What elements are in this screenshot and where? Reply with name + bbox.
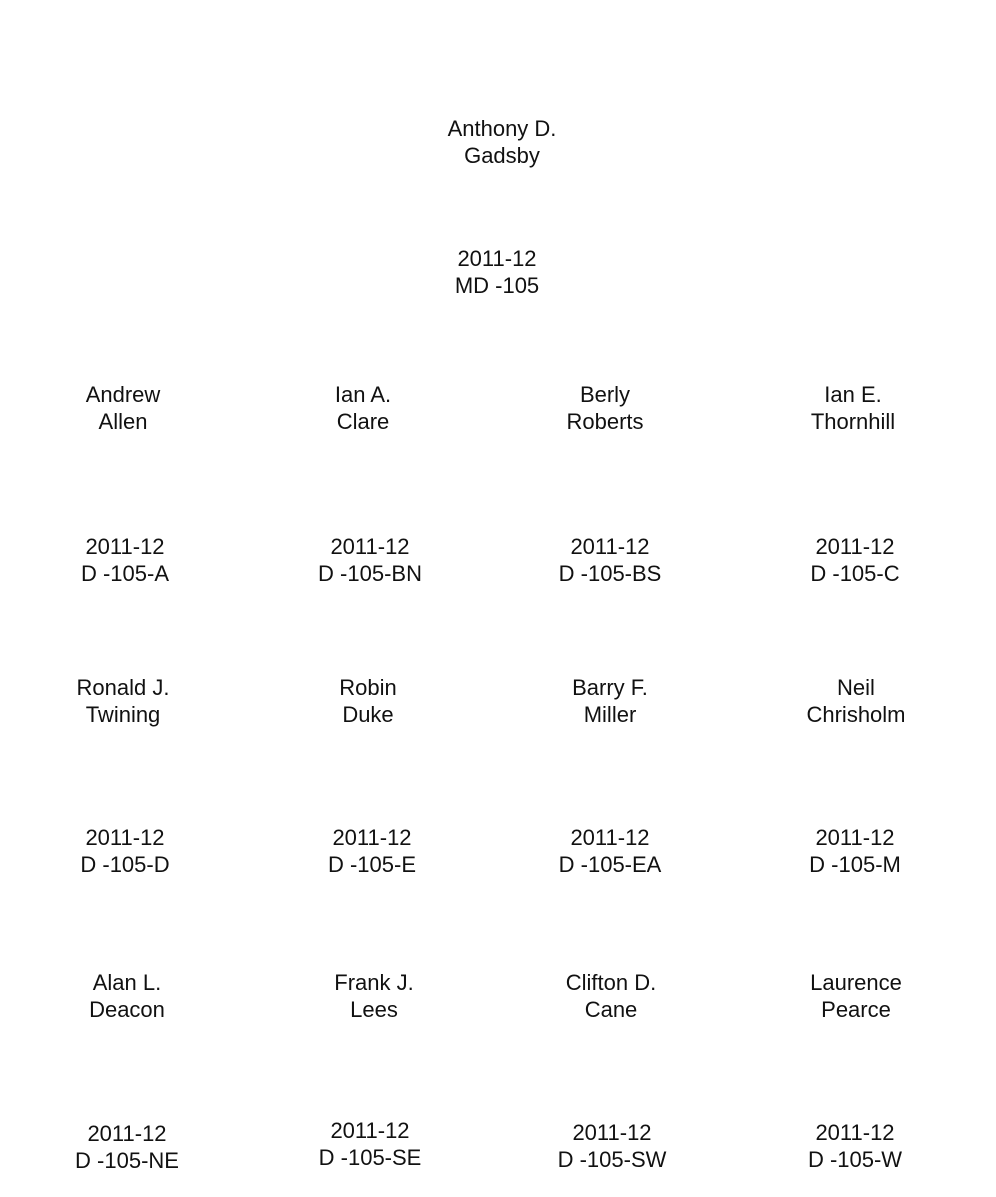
last-name: Twining: [85, 702, 161, 727]
entry-code: 2011-12 D -105-NE: [17, 1120, 237, 1174]
entry-name: Frank J. Lees: [264, 969, 484, 1023]
year: 2011-12: [330, 534, 410, 559]
designation: D -105-EA: [558, 852, 662, 877]
designation: D -105-BN: [318, 561, 422, 586]
first-name: Robin: [339, 675, 397, 700]
last-name: Pearce: [821, 997, 891, 1022]
header-code: 2011-12 MD -105: [387, 245, 607, 299]
first-name: Clifton D.: [565, 970, 657, 995]
entry-name: Ian A. Clare: [253, 381, 473, 435]
entry-name: Neil Chrisholm: [746, 674, 966, 728]
designation: D -105-BS: [558, 561, 662, 586]
year: 2011-12: [572, 1120, 652, 1145]
designation: MD -105: [454, 273, 540, 298]
entry-name: Ian E. Thornhill: [743, 381, 963, 435]
entry-name: Robin Duke: [258, 674, 478, 728]
first-name: Ian E.: [824, 382, 882, 407]
entry-name: Barry F. Miller: [500, 674, 720, 728]
first-name: Ronald J.: [76, 675, 170, 700]
first-name: Berly: [579, 382, 631, 407]
year: 2011-12: [815, 534, 895, 559]
last-name: Cane: [584, 997, 638, 1022]
entry-name: Clifton D. Cane: [501, 969, 721, 1023]
entry-code: 2011-12 D -105-BN: [260, 533, 480, 587]
year: 2011-12: [570, 825, 650, 850]
entry-code: 2011-12 D -105-M: [745, 824, 965, 878]
entry-code: 2011-12 D -105-D: [15, 824, 235, 878]
last-name: Chrisholm: [806, 702, 906, 727]
designation: D -105-SE: [318, 1145, 422, 1170]
first-name: Frank J.: [334, 970, 414, 995]
last-name: Lees: [350, 997, 398, 1022]
entry-code: 2011-12 D -105-EA: [500, 824, 720, 878]
entry-code: 2011-12 D -105-BS: [500, 533, 720, 587]
last-name: Roberts: [566, 409, 644, 434]
last-name: Allen: [98, 409, 148, 434]
entry-name: Alan L. Deacon: [17, 969, 237, 1023]
entry-code: 2011-12 D -105-C: [745, 533, 965, 587]
year: 2011-12: [85, 825, 165, 850]
year: 2011-12: [815, 1120, 895, 1145]
first-name: Laurence: [810, 970, 902, 995]
first-name: Andrew: [85, 382, 161, 407]
year: 2011-12: [332, 825, 412, 850]
designation: D -105-NE: [75, 1148, 179, 1173]
first-name: Alan L.: [92, 970, 162, 995]
designation: D -105-D: [80, 852, 170, 877]
designation: D -105-A: [80, 561, 170, 586]
entry-code: 2011-12 D -105-SW: [502, 1119, 722, 1173]
entry-code: 2011-12 D -105-SE: [260, 1117, 480, 1171]
designation: D -105-C: [810, 561, 900, 586]
year: 2011-12: [815, 825, 895, 850]
header-name: Anthony D. Gadsby: [392, 115, 612, 169]
designation: D -105-M: [809, 852, 901, 877]
last-name: Deacon: [89, 997, 165, 1022]
first-name: Ian A.: [334, 382, 392, 407]
year: 2011-12: [457, 246, 537, 271]
year: 2011-12: [85, 534, 165, 559]
first-name: Barry F.: [572, 675, 648, 700]
entry-name: Andrew Allen: [13, 381, 233, 435]
entry-code: 2011-12 D -105-E: [262, 824, 482, 878]
last-name: Miller: [583, 702, 637, 727]
entry-name: Ronald J. Twining: [13, 674, 233, 728]
designation: D -105-SW: [557, 1147, 667, 1172]
entry-name: Laurence Pearce: [746, 969, 966, 1023]
year: 2011-12: [87, 1121, 167, 1146]
first-name: Anthony D.: [447, 116, 557, 141]
year: 2011-12: [570, 534, 650, 559]
last-name: Thornhill: [810, 409, 896, 434]
last-name: Duke: [342, 702, 394, 727]
designation: D -105-E: [327, 852, 417, 877]
entry-code: 2011-12 D -105-W: [745, 1119, 965, 1173]
last-name: Clare: [336, 409, 390, 434]
last-name: Gadsby: [464, 143, 540, 168]
entry-name: Berly Roberts: [495, 381, 715, 435]
designation: D -105-W: [807, 1147, 903, 1172]
entry-code: 2011-12 D -105-A: [15, 533, 235, 587]
year: 2011-12: [330, 1118, 410, 1143]
first-name: Neil: [837, 675, 875, 700]
